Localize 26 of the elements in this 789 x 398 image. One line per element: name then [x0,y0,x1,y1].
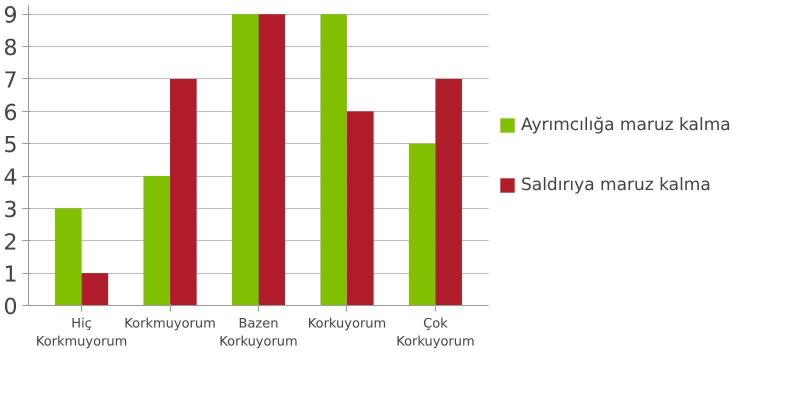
y-tick-label: 2 [4,230,18,256]
bar [82,273,108,306]
y-tick-label: 8 [4,36,18,62]
y-tick-label: 1 [4,262,18,288]
x-tick-label: Bazen Korkuyorum [219,316,298,350]
bar [408,144,436,306]
x-tick-label: Korkmuyorum [124,316,216,332]
bar [320,14,347,306]
bar [170,78,197,306]
y-tick-label: 4 [4,166,18,191]
y-tick-label: 9 [4,4,18,29]
y-tick-label: 5 [4,133,18,158]
x-tick-label: Çok Korkuyorum [396,316,475,350]
bar [232,14,258,306]
x-tick-label: Korkuyorum [308,316,386,332]
y-tick-label: 6 [4,100,18,126]
bar [144,176,170,306]
y-tick-label: 7 [4,68,18,94]
y-tick-label: 0 [4,295,18,320]
legend-label: Ayrımcılığa maruz kalma [521,115,731,135]
bar [435,78,462,306]
bar [55,208,82,306]
bar [258,14,286,306]
bar [346,111,374,306]
legend-label: Saldırıya maruz kalma [521,175,711,195]
y-tick-label: 3 [4,198,18,223]
